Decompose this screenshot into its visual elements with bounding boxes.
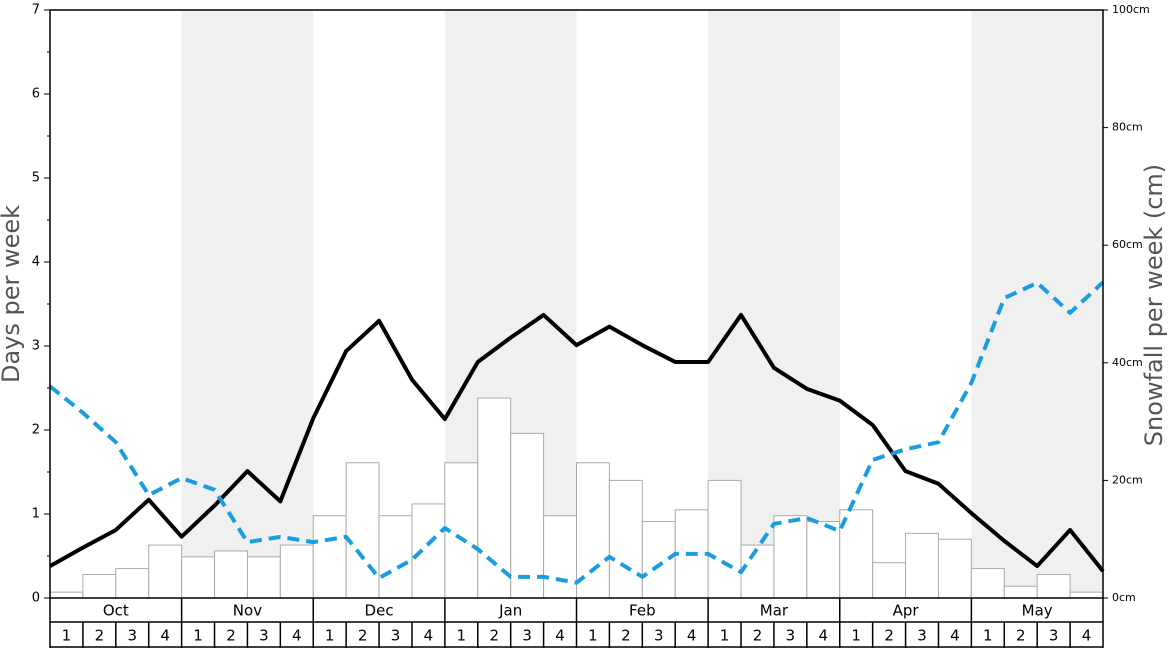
bar xyxy=(345,462,380,599)
week-label: 1 xyxy=(62,627,72,645)
week-label: 2 xyxy=(358,627,368,645)
bar xyxy=(411,503,446,599)
y2-axis-title: Snowfall per week (cm) xyxy=(1140,164,1168,446)
line xyxy=(48,280,1105,585)
bar xyxy=(378,515,413,599)
bar xyxy=(773,515,808,599)
bar xyxy=(82,573,117,599)
y-axis-title: Days per week xyxy=(0,205,25,383)
bar xyxy=(115,568,150,599)
y-tick-label: 7 xyxy=(32,3,40,18)
week-label: 2 xyxy=(884,627,894,645)
week-label: 1 xyxy=(325,627,335,645)
week-label: 3 xyxy=(654,627,664,645)
week-label: 3 xyxy=(522,627,532,645)
bar xyxy=(839,509,874,599)
bar xyxy=(1069,591,1104,599)
week-label: 2 xyxy=(621,627,631,645)
bar xyxy=(1003,585,1038,599)
y2-tick-label: 60cm xyxy=(1112,238,1143,251)
month-label: May xyxy=(1022,602,1053,620)
week-label: 3 xyxy=(127,627,137,645)
y2-tick-label: 100cm xyxy=(1112,3,1150,16)
bar xyxy=(937,538,972,599)
bar xyxy=(312,515,347,599)
month-label: Jan xyxy=(498,602,522,620)
bar xyxy=(246,556,281,599)
bar xyxy=(707,479,742,599)
month-label: Apr xyxy=(893,602,920,620)
bar xyxy=(806,521,841,599)
bar xyxy=(279,544,314,599)
month-label: Mar xyxy=(760,602,789,620)
y-tick-label: 0 xyxy=(32,591,40,606)
month-label: Feb xyxy=(629,602,656,620)
bar xyxy=(608,479,643,599)
week-label: 3 xyxy=(259,627,269,645)
week-label: 2 xyxy=(95,627,105,645)
y2-tick-label: 0cm xyxy=(1112,591,1136,604)
bar xyxy=(1036,573,1071,599)
bar xyxy=(214,550,248,599)
week-label: 3 xyxy=(1049,627,1059,645)
week-label: 2 xyxy=(489,627,499,645)
bar xyxy=(148,544,183,599)
week-label: 4 xyxy=(292,627,302,645)
bar xyxy=(181,556,216,599)
bar xyxy=(477,397,512,599)
week-label: 2 xyxy=(1016,627,1026,645)
week-label: 2 xyxy=(226,627,236,645)
month-label: Nov xyxy=(233,602,262,620)
month-shade xyxy=(181,10,314,598)
week-label: 4 xyxy=(1082,627,1092,645)
week-label: 4 xyxy=(687,627,697,645)
bar xyxy=(641,521,676,599)
bar xyxy=(543,515,577,599)
week-label: 1 xyxy=(588,627,598,645)
week-label: 3 xyxy=(917,627,927,645)
week-label: 3 xyxy=(786,627,796,645)
y-tick-label: 3 xyxy=(32,339,40,354)
bar xyxy=(970,568,1005,599)
bar xyxy=(510,432,545,599)
line xyxy=(49,312,1105,573)
week-label: 4 xyxy=(950,627,960,645)
week-label: 1 xyxy=(983,627,993,645)
y-tick-label: 1 xyxy=(32,507,40,522)
y-tick-label: 6 xyxy=(32,87,40,102)
bar xyxy=(49,591,84,599)
y-tick-label: 5 xyxy=(32,171,40,186)
y-tick-label: 2 xyxy=(32,423,40,438)
y-tick-label: 4 xyxy=(32,255,40,270)
y2-tick-label: 80cm xyxy=(1112,121,1143,134)
week-label: 1 xyxy=(457,627,467,645)
bar xyxy=(740,544,775,599)
week-label: 2 xyxy=(753,627,763,645)
week-label: 1 xyxy=(193,627,203,645)
week-label: 4 xyxy=(819,627,829,645)
week-label: 1 xyxy=(851,627,861,645)
bar xyxy=(872,562,907,599)
bar xyxy=(905,532,939,599)
month-label: Oct xyxy=(103,602,129,620)
week-label: 3 xyxy=(391,627,401,645)
y2-tick-label: 20cm xyxy=(1112,473,1143,486)
month-label: Dec xyxy=(365,602,394,620)
week-label: 1 xyxy=(720,627,730,645)
week-label: 4 xyxy=(424,627,434,645)
week-label: 4 xyxy=(160,627,170,645)
month-shade xyxy=(971,10,1103,598)
y2-tick-label: 40cm xyxy=(1112,356,1143,369)
week-label: 4 xyxy=(555,627,565,645)
